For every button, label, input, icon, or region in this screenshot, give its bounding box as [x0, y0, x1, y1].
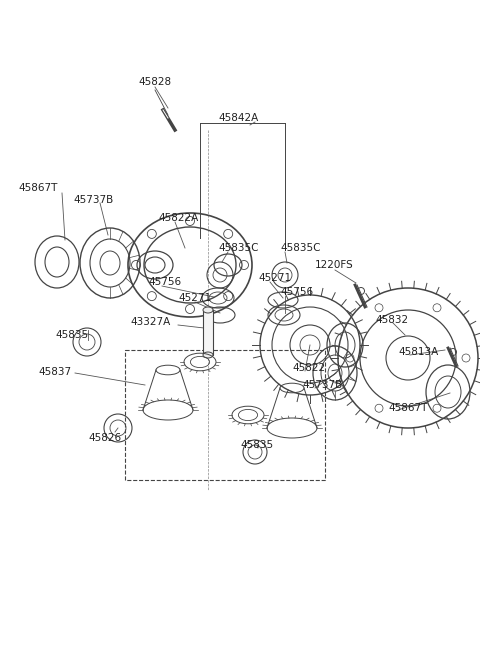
Text: 45832: 45832 — [375, 315, 408, 325]
Text: 43327A: 43327A — [130, 317, 170, 327]
Bar — [125, 350, 325, 480]
Text: 45756: 45756 — [280, 287, 313, 297]
Text: 45271: 45271 — [258, 273, 291, 283]
Text: 45271: 45271 — [178, 293, 211, 303]
Ellipse shape — [203, 352, 213, 358]
Text: 45828: 45828 — [138, 77, 171, 87]
Text: 45822A: 45822A — [158, 213, 198, 223]
Text: 45813A: 45813A — [398, 347, 438, 357]
Text: 45837: 45837 — [38, 367, 71, 377]
Text: 45867T: 45867T — [388, 403, 427, 413]
Text: 45835C: 45835C — [280, 243, 321, 253]
Text: 45835: 45835 — [55, 330, 88, 340]
Text: 45826: 45826 — [88, 433, 121, 443]
Text: 45756: 45756 — [148, 277, 181, 287]
Text: 45737B: 45737B — [302, 380, 342, 390]
Text: 45867T: 45867T — [18, 183, 58, 193]
Ellipse shape — [203, 307, 213, 313]
Text: 45835: 45835 — [240, 440, 273, 450]
Text: 45737B: 45737B — [73, 195, 113, 205]
Bar — [203, 310, 213, 355]
Text: 45835C: 45835C — [218, 243, 259, 253]
Text: 45822: 45822 — [292, 363, 325, 373]
Text: 1220FS: 1220FS — [315, 260, 354, 270]
Text: 45842A: 45842A — [218, 113, 258, 123]
